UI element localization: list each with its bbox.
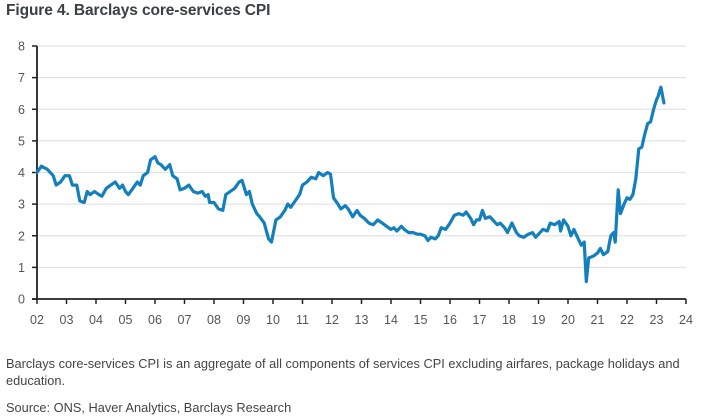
x-axis-ticks: 02 03 04 05 06 07 08 09 10 11 12 13 14 15 16 17 18 19 20 21… (30, 299, 693, 327)
figure-title: Figure 4. Barclays core-services CPI (6, 2, 271, 19)
x-tick-label: 11 (296, 313, 309, 327)
figure-caption: Barclays core-services CPI is an aggrega… (6, 356, 680, 388)
series-line-core-services-cpi (35, 85, 666, 284)
y-axis-ticks: 0 1 2 3 4 5 6 7 8 (18, 40, 37, 307)
x-tick-label: 18 (502, 313, 516, 327)
x-tick-label: 10 (266, 313, 280, 327)
y-tick-label: 6 (18, 103, 25, 117)
x-tick-label: 23 (650, 313, 664, 327)
x-tick-label: 07 (178, 313, 192, 327)
figure-source: Source: ONS, Haver Analytics, Barclays R… (6, 400, 292, 415)
y-tick-label: 1 (18, 261, 25, 275)
x-tick-label: 19 (532, 313, 546, 327)
x-tick-label: 14 (384, 313, 398, 327)
y-tick-label: 3 (18, 198, 25, 212)
x-tick-label: 04 (89, 313, 103, 327)
x-tick-label: 22 (620, 313, 634, 327)
x-tick-label: 16 (443, 313, 457, 327)
y-tick-label: 4 (18, 166, 25, 180)
x-tick-label: 02 (30, 313, 44, 327)
y-tick-label: 5 (18, 134, 25, 148)
x-tick-label: 15 (414, 313, 428, 327)
x-tick-label: 09 (237, 313, 251, 327)
x-tick-label: 21 (591, 313, 605, 327)
y-tick-label: 8 (18, 40, 25, 54)
x-tick-label: 17 (473, 313, 487, 327)
x-tick-label: 06 (148, 313, 162, 327)
x-tick-label: 05 (119, 313, 133, 327)
y-tick-label: 0 (18, 293, 25, 307)
x-tick-label: 24 (679, 313, 693, 327)
x-tick-label: 13 (355, 313, 369, 327)
y-tick-label: 2 (18, 229, 25, 243)
x-tick-label: 12 (325, 313, 339, 327)
y-tick-label: 7 (18, 71, 25, 85)
x-tick-label: 03 (60, 313, 74, 327)
x-tick-label: 20 (561, 313, 575, 327)
x-tick-label: 08 (207, 313, 221, 327)
gridlines (37, 45, 686, 268)
